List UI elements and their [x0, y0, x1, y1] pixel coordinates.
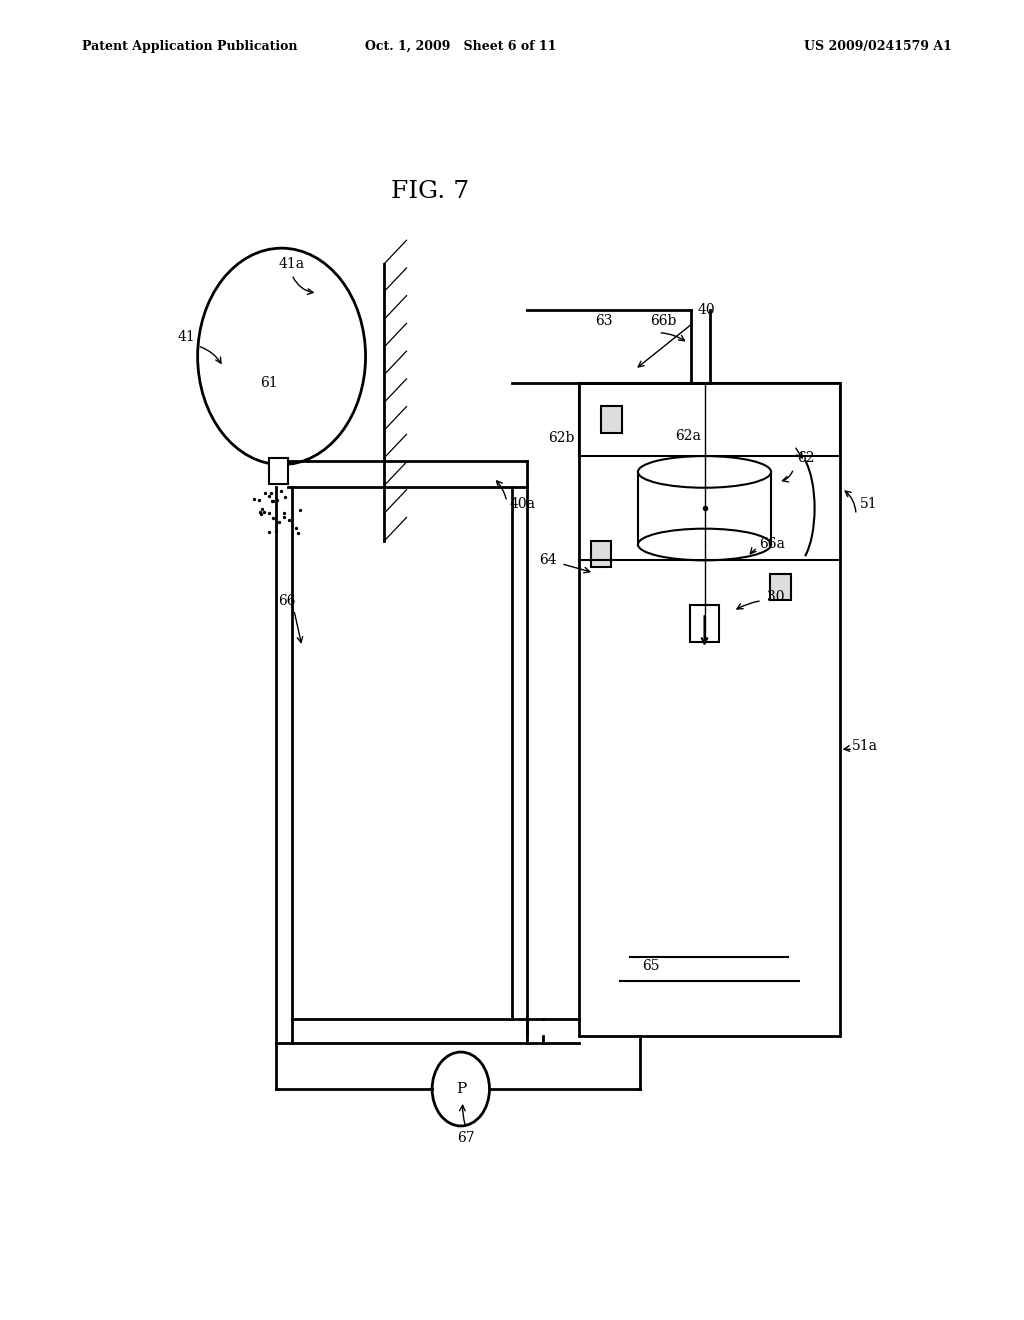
Text: 65: 65: [642, 960, 660, 973]
Text: 67: 67: [457, 1131, 475, 1144]
Bar: [591, 541, 611, 568]
Text: Oct. 1, 2009   Sheet 6 of 11: Oct. 1, 2009 Sheet 6 of 11: [366, 40, 556, 53]
Text: 30: 30: [767, 590, 785, 603]
Text: Patent Application Publication: Patent Application Publication: [82, 40, 297, 53]
Text: 66: 66: [278, 594, 296, 607]
Bar: [601, 407, 622, 433]
Text: 66a: 66a: [759, 537, 785, 550]
Text: 51a: 51a: [852, 739, 879, 752]
Bar: [770, 574, 791, 599]
Text: 62a: 62a: [675, 429, 701, 442]
Text: 61: 61: [260, 376, 279, 389]
Text: 64: 64: [539, 553, 557, 566]
Text: 40a: 40a: [509, 498, 536, 511]
Text: 51: 51: [859, 498, 878, 511]
Bar: [690, 605, 719, 643]
Text: 63: 63: [595, 314, 613, 327]
Text: 66b: 66b: [650, 314, 677, 327]
Bar: [579, 383, 840, 1036]
Text: 62b: 62b: [548, 432, 574, 445]
Text: 40: 40: [697, 304, 716, 317]
Text: 41: 41: [177, 330, 196, 343]
Bar: [579, 383, 840, 457]
Text: P: P: [456, 1082, 466, 1096]
Text: 41a: 41a: [279, 257, 305, 271]
Text: 62: 62: [797, 451, 815, 465]
Text: FIG. 7: FIG. 7: [391, 180, 469, 203]
Text: US 2009/0241579 A1: US 2009/0241579 A1: [805, 40, 952, 53]
Bar: [269, 458, 288, 484]
